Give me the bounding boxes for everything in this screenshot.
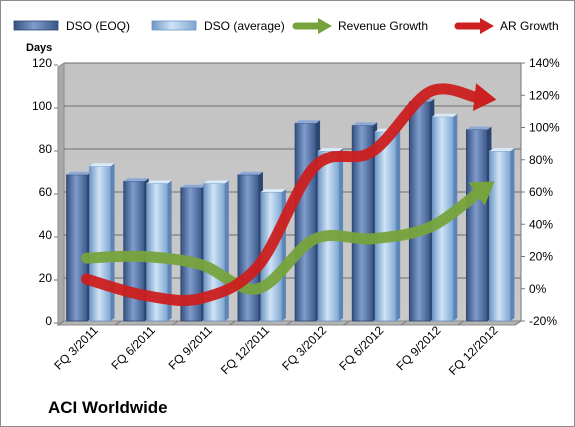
- x-axis-tick: [514, 320, 522, 326]
- bar-top: [489, 148, 515, 152]
- y2-axis-tick-label: 0%: [529, 282, 547, 296]
- y-axis-tick-label: 100: [32, 99, 52, 113]
- bar-dso-eoq: [294, 122, 317, 322]
- bar-top: [352, 122, 378, 126]
- bar-dso-average: [89, 165, 111, 322]
- x-axis-tick: [457, 320, 465, 326]
- bar-top: [237, 171, 263, 175]
- revenue-growth-line: [81, 187, 484, 295]
- bar-side: [510, 148, 515, 321]
- bar-side: [110, 163, 115, 321]
- y2-axis-tick-label: 80%: [529, 153, 553, 167]
- ar-growth-line: [81, 83, 483, 306]
- company-name: ACI Worldwide: [48, 398, 168, 417]
- x-axis-tick-label: FQ 9/2011: [166, 323, 216, 373]
- y2-axis-tick-label: 20%: [529, 250, 553, 264]
- legend-label-revenue-growth: Revenue Growth: [338, 19, 428, 33]
- legend-label-dso-eoq: DSO (EOQ): [66, 19, 130, 33]
- bar-dso-eoq: [408, 101, 431, 322]
- y-axis-tick-label: 0: [45, 314, 52, 328]
- x-axis-tick-label: FQ 9/2012: [393, 323, 443, 373]
- x-axis-tick-label: FQ 6/2012: [336, 323, 386, 373]
- y-axis-tick-label: 60: [39, 185, 53, 199]
- bar-top: [466, 126, 492, 130]
- bar-top: [203, 180, 229, 184]
- y2-axis-tick-label: 120%: [529, 88, 560, 102]
- x-axis-tick: [171, 320, 179, 326]
- bar-dso-average: [489, 150, 511, 322]
- legend-label-ar-growth: AR Growth: [500, 19, 559, 33]
- y2-axis-tick-label: 40%: [529, 217, 553, 231]
- bar-top: [432, 113, 458, 117]
- bar-dso-average: [374, 131, 397, 322]
- y-axis-title: Days: [26, 42, 52, 54]
- x-axis-tick-label: FQ 3/2012: [279, 323, 329, 373]
- bar-top: [89, 163, 115, 167]
- y-axis-tick-label: 80: [39, 142, 53, 156]
- y2-axis-tick-label: 60%: [529, 185, 553, 199]
- bar-dso-eoq: [66, 174, 88, 322]
- legend-arrow-ar-growth: [480, 18, 494, 34]
- y2-axis-tick-label: 140%: [529, 56, 560, 70]
- bar-side: [167, 180, 172, 321]
- legend-swatch-dso-average: [151, 20, 197, 31]
- y-axis-tick-label: 20: [39, 271, 53, 285]
- bar-dso-eoq: [237, 174, 260, 322]
- x-axis-tick-label: FQ 6/2011: [108, 323, 158, 373]
- legend-label-dso-average: DSO (average): [204, 19, 285, 33]
- x-axis-tick: [286, 320, 293, 326]
- y2-axis-tick-label: 100%: [529, 121, 560, 135]
- x-axis-tick-label: FQ 12/2012: [446, 323, 501, 378]
- y-axis-tick-label: 40: [39, 228, 53, 242]
- bar-top: [146, 180, 172, 184]
- ar-growth-arrowhead: [472, 83, 497, 112]
- y2-axis-tick-label: -20%: [529, 314, 557, 328]
- revenue-growth-arrowhead: [468, 181, 495, 206]
- bar-top: [295, 120, 321, 124]
- bar-top: [180, 184, 206, 188]
- bar-top: [66, 171, 92, 175]
- y-axis-tick-label: 120: [32, 56, 52, 70]
- bar-dso-eoq: [466, 129, 488, 322]
- plot-side-wall: [57, 62, 65, 326]
- legend-arrow-revenue-growth: [318, 18, 332, 34]
- bar-top: [123, 178, 149, 182]
- bar-side: [396, 128, 401, 321]
- bar-side: [224, 180, 229, 321]
- bar-top: [260, 189, 286, 192]
- x-axis-tick: [400, 320, 408, 326]
- x-axis-tick: [114, 320, 122, 326]
- x-axis-tick: [229, 320, 236, 326]
- x-axis-tick-label: FQ 3/2011: [51, 323, 101, 373]
- legend-swatch-dso-eoq: [13, 20, 59, 31]
- bar-top: [318, 148, 344, 152]
- x-axis-tick: [57, 320, 65, 326]
- x-axis-tick: [343, 320, 350, 326]
- x-axis-tick-label: FQ 12/2011: [218, 323, 272, 377]
